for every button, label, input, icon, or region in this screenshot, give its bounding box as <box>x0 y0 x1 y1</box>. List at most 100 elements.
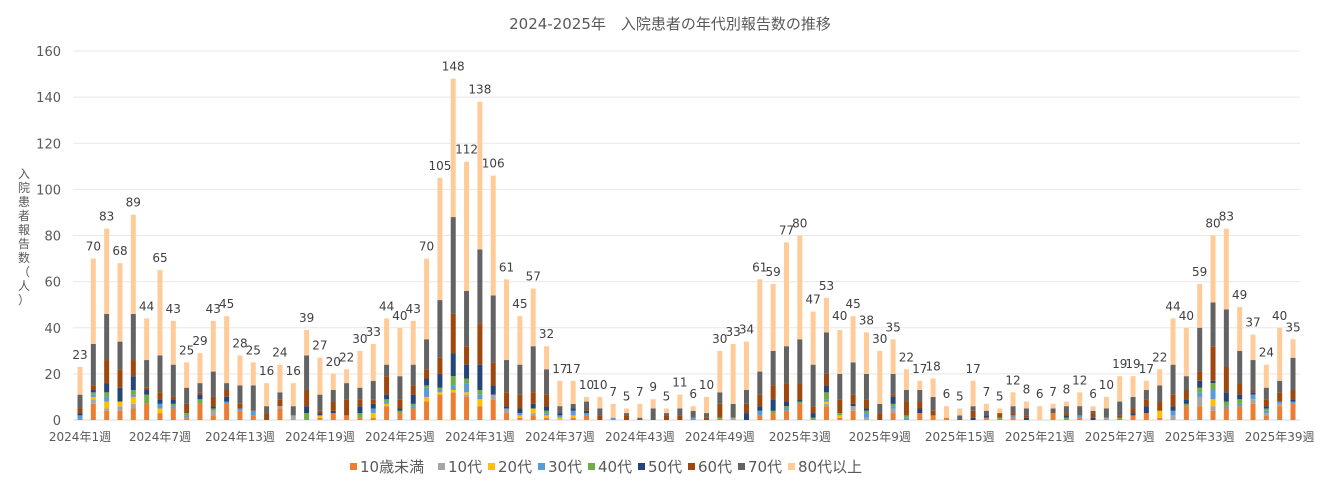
bar-segment <box>504 360 510 393</box>
legend-swatch <box>488 463 495 470</box>
bar-stack <box>743 341 749 420</box>
bar-segment <box>1183 390 1189 400</box>
data-label: 25 <box>179 343 194 357</box>
bar-segment <box>770 385 776 400</box>
bar-segment <box>530 415 536 420</box>
bar-segment <box>157 399 163 404</box>
bar-segment <box>517 394 523 409</box>
bar-segment <box>797 401 803 404</box>
bar-segment <box>917 401 923 409</box>
bar-segment <box>837 415 843 418</box>
bar-segment <box>1143 413 1149 420</box>
data-label: 43 <box>406 302 421 316</box>
bar-segment <box>397 399 403 409</box>
bar-segment <box>130 408 136 420</box>
bar-segment <box>1170 415 1176 420</box>
bar-segment <box>210 410 216 416</box>
bar-segment <box>384 376 390 395</box>
bar-segment <box>544 369 550 395</box>
bar-segment <box>823 399 829 402</box>
bar-segment <box>650 408 656 420</box>
data-label: 40 <box>392 309 407 323</box>
bar-segment <box>1250 403 1256 420</box>
data-label: 10 <box>579 378 594 392</box>
bar-segment <box>1063 415 1069 418</box>
bar-segment <box>823 403 829 407</box>
bar-segment <box>1103 396 1109 409</box>
bar-segment <box>703 413 709 418</box>
x-tick-label: 2025年9週 <box>849 430 911 444</box>
bar-segment <box>783 406 789 409</box>
bar-segment <box>1117 415 1123 418</box>
bar-segment <box>850 403 856 407</box>
bar-segment <box>144 394 150 404</box>
bar-segment <box>544 346 550 370</box>
bar-segment <box>863 373 869 400</box>
data-label: 49 <box>1232 288 1247 302</box>
bar-segment <box>1290 401 1296 404</box>
data-label: 28 <box>232 336 247 350</box>
bar-segment <box>917 390 923 402</box>
bar-segment <box>464 392 470 395</box>
bar-segment <box>1050 403 1056 409</box>
data-label: 5 <box>663 389 671 403</box>
data-label: 5 <box>996 389 1004 403</box>
bar-segment <box>983 403 989 411</box>
x-tick-label: 2025年27週 <box>1085 430 1155 444</box>
bar-segment <box>410 364 416 386</box>
x-tick-label: 2024年1週 <box>49 430 111 444</box>
bar-segment <box>557 415 563 418</box>
bar-segment <box>357 413 363 418</box>
bar-segment <box>90 399 96 404</box>
bar-segment <box>943 406 949 418</box>
bar-segment <box>1237 399 1243 404</box>
bar-segment <box>1250 394 1256 400</box>
bar-segment <box>983 417 989 420</box>
bar-segment <box>1130 376 1136 397</box>
bar-stack <box>1103 396 1109 420</box>
bar-stack <box>650 399 656 420</box>
data-labels: 2370836889446543252943452825162416392720… <box>72 60 1300 404</box>
bar-stack <box>770 283 776 420</box>
bar-segment <box>530 403 536 409</box>
bar-segment <box>1277 392 1283 402</box>
bar-stack <box>1117 376 1123 420</box>
bar-stack <box>1223 228 1229 420</box>
bar-segment <box>1130 413 1136 416</box>
bar-segment <box>624 413 630 416</box>
bar-segment <box>797 399 803 402</box>
bar-segment <box>1210 390 1216 400</box>
bar-segment <box>464 290 470 347</box>
bar-segment <box>970 417 976 420</box>
bar-segment <box>77 394 83 409</box>
bar-segment <box>330 401 336 411</box>
data-label: 89 <box>126 196 141 210</box>
bar-stack <box>344 369 350 420</box>
bar-segment <box>570 403 576 409</box>
bar-segment <box>1157 385 1163 402</box>
bar-segment <box>517 413 523 416</box>
bar-segment <box>783 401 789 407</box>
bar-segment <box>584 408 590 411</box>
bar-segment <box>424 339 430 370</box>
bar-stack <box>597 396 603 420</box>
bar-segment <box>477 399 483 407</box>
bar-segment <box>1237 406 1243 420</box>
bar-segment <box>210 320 216 372</box>
bar-segment <box>584 410 590 414</box>
bar-segment <box>530 288 536 347</box>
bar-stack <box>117 263 123 420</box>
y-axis-title-char: 院 <box>18 181 30 195</box>
bar-stack <box>877 350 883 420</box>
bar-segment <box>490 385 496 395</box>
bar-segment <box>490 295 496 363</box>
bar-segment <box>144 360 150 388</box>
bar-stack <box>490 175 496 420</box>
bar-segment <box>677 415 683 420</box>
bar-segment <box>1143 406 1149 414</box>
bar-segment <box>1023 401 1029 409</box>
data-label: 53 <box>819 279 834 293</box>
data-label: 6 <box>689 387 697 401</box>
y-tick-label: 100 <box>36 183 61 198</box>
